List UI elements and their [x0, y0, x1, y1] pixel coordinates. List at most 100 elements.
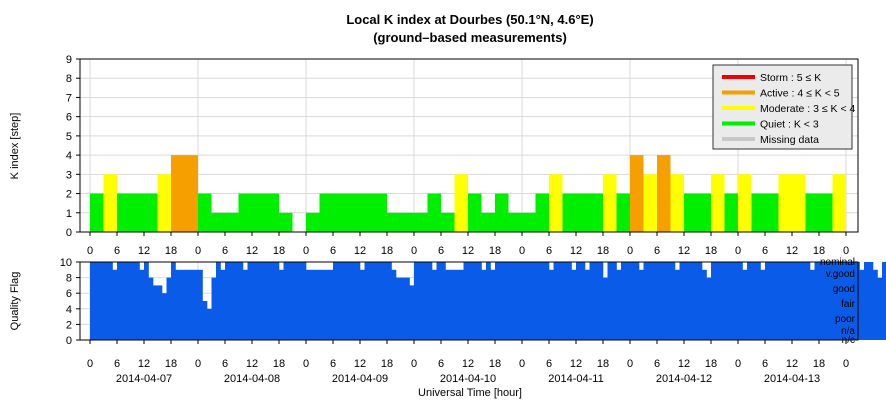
q-bar	[337, 262, 343, 340]
q-bar	[432, 269, 437, 340]
q-bar	[832, 262, 838, 340]
k-bar	[630, 155, 644, 232]
q-bar	[526, 262, 532, 340]
q-bar	[567, 262, 572, 340]
k-y-tick-label: 5	[66, 131, 72, 143]
q-bar	[310, 269, 316, 340]
k-x-tick-label: 0	[195, 245, 201, 257]
k-y-tick-label: 8	[66, 73, 72, 85]
q-bar	[463, 262, 469, 340]
q-bar	[279, 269, 284, 340]
k-y-tick-label: 2	[66, 189, 72, 201]
q-bar	[171, 262, 176, 340]
x-axis-label: Universal Time [hour]	[418, 387, 522, 399]
k-bar	[481, 212, 495, 232]
q-bar	[639, 269, 644, 340]
q-bar	[684, 262, 689, 340]
k-bar	[522, 212, 536, 232]
k-bar	[171, 155, 185, 232]
k-bar	[535, 193, 549, 232]
q-bar	[184, 269, 190, 340]
q-bar	[364, 262, 370, 340]
q-bar	[112, 269, 118, 340]
q-bar	[270, 262, 275, 340]
q-x-tick-label: 0	[195, 358, 201, 370]
q-bar	[315, 269, 320, 340]
k-x-tick-label: 6	[438, 245, 444, 257]
q-bar	[418, 262, 424, 340]
q-bar	[108, 262, 113, 340]
k-bar	[130, 193, 144, 232]
q-bar	[148, 277, 154, 340]
q-day-label: 2014-04-13	[764, 373, 820, 385]
q-x-ticks: 0 6 12 18 0 6 12 18 0 6 12 18 0 6 12 18 0 6 12 18 0 6 12 18 0 6 12…	[87, 340, 849, 370]
q-bar	[193, 269, 199, 340]
k-bar	[589, 193, 603, 232]
q-bar	[459, 269, 464, 340]
k-bar	[765, 193, 779, 232]
q-bar	[90, 262, 95, 340]
legend-label: Moderate : 3 ≤ K < 4	[760, 103, 856, 115]
k-y-ticks: 0 1 2 3 4 5 6 7 8 9	[66, 54, 80, 239]
q-bar	[769, 262, 775, 340]
k-bar	[306, 212, 320, 232]
k-bar	[346, 193, 360, 232]
q-bar	[414, 262, 419, 340]
k-bar	[454, 174, 468, 232]
k-bar	[738, 174, 752, 232]
q-bar	[796, 262, 802, 340]
k-bar	[225, 212, 239, 232]
q-day-label: 2014-04-11	[548, 373, 603, 385]
q-bar	[837, 262, 842, 340]
q-bar	[94, 262, 100, 340]
q-bar	[490, 269, 496, 340]
k-bar	[684, 193, 698, 232]
q-x-tick-label: 0	[627, 358, 633, 370]
k-bar	[670, 174, 684, 232]
q-bar	[585, 269, 590, 340]
q-bar	[760, 269, 766, 340]
k-bar	[360, 193, 374, 232]
chart-title: Local K index at Dourbes (50.1°N, 4.6°E)	[346, 12, 593, 27]
k-bar	[603, 174, 617, 232]
q-bar	[409, 285, 415, 340]
q-bar	[238, 262, 244, 340]
k-y-tick-label: 3	[66, 169, 72, 181]
k-x-tick-label: 18	[813, 245, 825, 257]
q-bar	[202, 301, 208, 340]
q-flag-label: poor	[835, 314, 856, 325]
q-x-tick-label: 18	[813, 358, 825, 370]
k-y-tick-label: 4	[66, 150, 72, 162]
q-x-tick-label: 12	[678, 358, 690, 370]
q-bar	[661, 262, 667, 340]
q-bar	[396, 277, 401, 340]
q-x-tick-label: 6	[762, 358, 768, 370]
q-x-tick-label: 18	[273, 358, 285, 370]
k-y-tick-label: 6	[66, 112, 72, 124]
q-bar	[738, 262, 743, 340]
k-bars	[90, 155, 846, 232]
q-bar	[99, 262, 104, 340]
q-bar	[504, 262, 509, 340]
q-bar	[130, 262, 136, 340]
q-x-tick-label: 12	[246, 358, 258, 370]
k-bar	[157, 174, 171, 232]
k-x-tick-label: 18	[489, 245, 501, 257]
q-bar	[378, 262, 383, 340]
q-bar	[697, 262, 703, 340]
q-x-tick-label: 6	[222, 358, 228, 370]
k-bar	[549, 174, 563, 232]
k-bar	[562, 193, 576, 232]
q-bar	[355, 262, 361, 340]
q-x-tick-label: 0	[843, 358, 849, 370]
k-bar	[724, 193, 738, 232]
q-x-tick-label: 6	[546, 358, 552, 370]
q-x-tick-label: 18	[165, 358, 177, 370]
q-bar	[634, 262, 640, 340]
q-bar	[292, 262, 298, 340]
q-x-tick-label: 6	[438, 358, 444, 370]
q-bar	[819, 262, 824, 340]
q-bar	[841, 262, 847, 340]
q-x-tick-label: 0	[303, 358, 309, 370]
q-x-tick-label: 0	[87, 358, 93, 370]
